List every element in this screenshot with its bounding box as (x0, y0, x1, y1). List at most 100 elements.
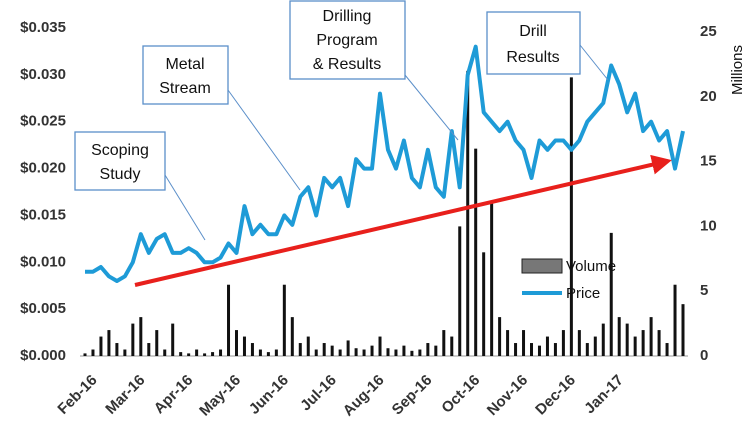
annotation: Study (100, 166, 141, 183)
x-tick-label: Jul-16 (297, 372, 340, 415)
leader-line (164, 174, 206, 241)
volume-bar (107, 330, 111, 356)
volume-bar (115, 343, 119, 356)
volume-bar (617, 317, 621, 356)
y2-tick-label: 0 (700, 347, 708, 364)
volume-bar (123, 349, 127, 356)
volume-bar (593, 336, 597, 356)
y2-tick-label: 20 (700, 88, 717, 105)
volume-bar (386, 348, 390, 356)
annotation: & Results (313, 56, 381, 73)
volume-bar (219, 349, 223, 356)
annotation: Drilling (323, 8, 372, 25)
volume-bar (545, 336, 549, 356)
volume-bar (673, 284, 677, 356)
volume-bar (450, 336, 454, 356)
volume-bar (322, 343, 326, 356)
legend-label: Price (566, 285, 600, 302)
volume-bar (641, 330, 645, 356)
y2-tick-label: 5 (700, 282, 708, 299)
volume-bar (290, 317, 294, 356)
leader-line (404, 74, 459, 141)
volume-bar (131, 323, 135, 356)
volume-bar (314, 349, 318, 356)
volume-bar (537, 345, 541, 356)
volume-bar (378, 336, 382, 356)
y-tick-label: $0.020 (20, 160, 66, 177)
volume-bar (426, 343, 430, 356)
volume-bar (585, 343, 589, 356)
annotation: Program (316, 32, 377, 49)
volume-bar (258, 349, 262, 356)
x-tick-label: Jun-16 (246, 372, 292, 418)
volume-bar (187, 353, 191, 356)
annotation-box (486, 11, 581, 75)
volume-bar (474, 148, 478, 356)
volume-bar (139, 317, 143, 356)
volume-bar (577, 330, 581, 356)
leader-line (227, 89, 301, 191)
volume-bar (609, 232, 613, 356)
volume-bar (274, 349, 278, 356)
volume-bar (250, 343, 254, 356)
volume-bar (195, 349, 199, 356)
volume-bar (242, 336, 246, 356)
annotation-box (289, 0, 406, 80)
volume-bar (211, 352, 215, 356)
y-tick-label: $0.010 (20, 253, 66, 270)
volume-bar (99, 336, 103, 356)
volume-bar (330, 345, 334, 356)
volume-bar (633, 336, 637, 356)
volume-bar (553, 343, 557, 356)
annotation: Stream (159, 80, 211, 97)
x-tick-label: Aug-16 (340, 372, 388, 420)
volume-bar (234, 330, 238, 356)
y2-tick-label: 15 (700, 153, 717, 170)
x-tick-label: May-16 (196, 372, 244, 420)
volume-bar (282, 284, 286, 356)
volume-bar (649, 317, 653, 356)
volume-bar (338, 349, 342, 356)
x-tick-label: Dec-16 (532, 372, 579, 419)
volume-bar (362, 349, 366, 356)
volume-bar (91, 349, 95, 356)
x-tick-label: Feb-16 (54, 372, 100, 418)
volume-bar (203, 353, 207, 356)
y-tick-label: $0.005 (20, 300, 66, 317)
y-tick-label: $0.030 (20, 66, 66, 83)
volume-bar (346, 340, 350, 356)
volume-bar (681, 304, 685, 356)
volume-bar (163, 349, 167, 356)
volume-bar (458, 226, 462, 356)
annotation: Results (506, 49, 559, 66)
volume-bar (665, 343, 669, 356)
y-tick-label: $0.015 (20, 206, 66, 223)
y-tick-label: $0.025 (20, 113, 66, 130)
volume-bar (83, 353, 87, 356)
volume-bar (171, 323, 175, 356)
volume-bar (482, 252, 486, 356)
volume-bar (434, 345, 438, 356)
volume-bar (147, 343, 151, 356)
legend-label: Volume (566, 258, 616, 275)
price-line (85, 44, 685, 283)
volume-bar (418, 349, 422, 356)
y-tick-label: $0.000 (20, 347, 66, 364)
y2-tick-label: 10 (700, 217, 717, 234)
volume-bar (298, 343, 302, 356)
volume-bar (410, 350, 414, 356)
volume-bar (530, 343, 534, 356)
volume-bar (179, 352, 183, 356)
x-tick-label: Sep-16 (389, 372, 436, 419)
volume-bar (625, 323, 629, 356)
x-tick-label: Jan-17 (581, 372, 627, 418)
annotation: Metal (165, 56, 204, 73)
volume-bar (227, 284, 231, 356)
y-tick-label: $0.035 (20, 19, 66, 36)
trend-arrow (134, 154, 672, 287)
volume-bar (506, 330, 510, 356)
volume-bar (490, 200, 494, 356)
volume-bar (155, 330, 159, 356)
volume-bar (306, 336, 310, 356)
